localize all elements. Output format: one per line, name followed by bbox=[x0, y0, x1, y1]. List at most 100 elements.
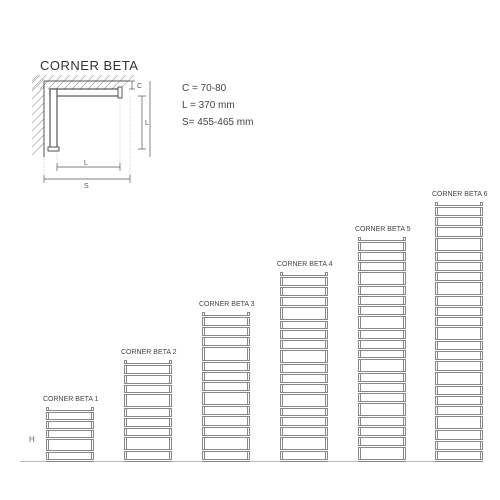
radiator-bar bbox=[435, 428, 483, 431]
spec-c: C = 70-80 bbox=[182, 80, 253, 97]
radiator-bar bbox=[280, 435, 328, 438]
radiator-bar bbox=[202, 360, 250, 363]
radiator-bar bbox=[280, 392, 328, 395]
radiator-bar bbox=[435, 449, 483, 452]
radiator-bar bbox=[124, 416, 172, 419]
radiator-bar bbox=[358, 240, 406, 243]
radiator-body bbox=[121, 360, 175, 462]
radiator-bar bbox=[280, 362, 328, 365]
radiator-body bbox=[199, 312, 253, 462]
radiator-bar bbox=[358, 425, 406, 428]
radiator-bar bbox=[358, 391, 406, 394]
radiator-bar bbox=[280, 305, 328, 308]
spec-s: S= 455-465 mm bbox=[182, 114, 253, 131]
plan-diagram: C L S L S bbox=[32, 75, 152, 190]
radiator-bar bbox=[280, 459, 328, 462]
radiator-upright bbox=[91, 407, 94, 462]
radiator-bar bbox=[435, 215, 483, 218]
radiator-bar bbox=[124, 383, 172, 386]
radiator-bar bbox=[124, 363, 172, 366]
radiator-label: CORNER BETA 6 bbox=[432, 191, 488, 198]
radiator-bar bbox=[280, 295, 328, 298]
radiator-lineup: CORNER BETA 1 H CORNER BETA 2 CORNER BETA 3… bbox=[0, 182, 500, 462]
radiator-bar bbox=[435, 270, 483, 273]
radiator-bar bbox=[46, 459, 94, 462]
radiator-label: CORNER BETA 5 bbox=[355, 226, 411, 233]
svg-text:L: L bbox=[145, 120, 149, 127]
radiator-bar bbox=[202, 435, 250, 438]
radiator-bar bbox=[202, 345, 250, 348]
radiator-bar bbox=[358, 328, 406, 331]
radiator-bar bbox=[435, 370, 483, 373]
radiator-bar bbox=[124, 373, 172, 376]
radiator-label: CORNER BETA 3 bbox=[199, 301, 255, 308]
radiator-bar bbox=[202, 425, 250, 428]
spec-list: C = 70-80 L = 370 mm S= 455-465 mm bbox=[182, 80, 253, 131]
radiator-bar bbox=[280, 372, 328, 375]
radiator-body bbox=[277, 272, 331, 462]
spec-l: L = 370 mm bbox=[182, 97, 253, 114]
radiator-bar bbox=[358, 459, 406, 462]
radiator-bar bbox=[435, 384, 483, 387]
radiator-bar bbox=[280, 275, 328, 278]
radiator-bar bbox=[202, 370, 250, 373]
radiator-bar bbox=[435, 339, 483, 342]
radiator-bar bbox=[280, 328, 328, 331]
radiator-bar bbox=[358, 304, 406, 307]
radiator-body bbox=[432, 202, 486, 462]
radiator-bar bbox=[202, 380, 250, 383]
radiator-bar bbox=[358, 371, 406, 374]
radiator-upright bbox=[325, 272, 328, 462]
radiator-bar bbox=[358, 314, 406, 317]
radiator-bar bbox=[280, 449, 328, 452]
radiator-bar bbox=[358, 294, 406, 297]
radiator-bar bbox=[435, 260, 483, 263]
radiator-bar bbox=[435, 459, 483, 462]
radiator-bar bbox=[358, 348, 406, 351]
radiator-bar bbox=[435, 236, 483, 239]
radiator-bar bbox=[46, 419, 94, 422]
radiator-bar bbox=[280, 319, 328, 322]
radiator-bar bbox=[358, 270, 406, 273]
radiator-label: CORNER BETA 1 bbox=[43, 396, 99, 403]
radiator-bar bbox=[202, 335, 250, 338]
radiator-item: CORNER BETA 6 bbox=[432, 186, 486, 462]
radiator-bar bbox=[435, 414, 483, 417]
product-title: CORNER BETA bbox=[40, 58, 138, 73]
radiator-item: CORNER BETA 5 bbox=[355, 221, 409, 462]
radiator-bar bbox=[435, 394, 483, 397]
radiator-bar bbox=[124, 459, 172, 462]
radiator-bar bbox=[435, 305, 483, 308]
radiator-body: H bbox=[43, 407, 97, 462]
radiator-bar bbox=[202, 390, 250, 393]
radiator-bar bbox=[435, 205, 483, 208]
radiator-bar bbox=[46, 437, 94, 440]
radiator-bar bbox=[435, 325, 483, 328]
radiator-bar bbox=[358, 357, 406, 360]
radiator-bar bbox=[280, 338, 328, 341]
radiator-bar bbox=[46, 410, 94, 413]
radiator-bar bbox=[435, 404, 483, 407]
radiator-bar bbox=[46, 428, 94, 431]
radiator-bar bbox=[280, 415, 328, 418]
radiator-upright bbox=[480, 202, 483, 462]
radiator-bar bbox=[358, 435, 406, 438]
radiator-bar bbox=[124, 449, 172, 452]
radiator-bar bbox=[202, 315, 250, 318]
radiator-label: CORNER BETA 2 bbox=[121, 349, 177, 356]
radiator-bar bbox=[280, 285, 328, 288]
radiator-bar bbox=[358, 250, 406, 253]
radiator-bar bbox=[435, 315, 483, 318]
radiator-bar bbox=[280, 348, 328, 351]
radiator-bar bbox=[124, 426, 172, 429]
radiator-bar bbox=[358, 445, 406, 448]
dim-c-label: C bbox=[137, 83, 142, 90]
radiator-upright bbox=[435, 202, 438, 462]
radiator-label: CORNER BETA 4 bbox=[277, 261, 333, 268]
radiator-bar bbox=[280, 425, 328, 428]
radiator-bar bbox=[435, 294, 483, 297]
dim-l-label: L bbox=[84, 160, 88, 167]
radiator-upright bbox=[280, 272, 283, 462]
radiator-bar bbox=[280, 406, 328, 409]
radiator-item: CORNER BETA 2 bbox=[121, 344, 175, 462]
